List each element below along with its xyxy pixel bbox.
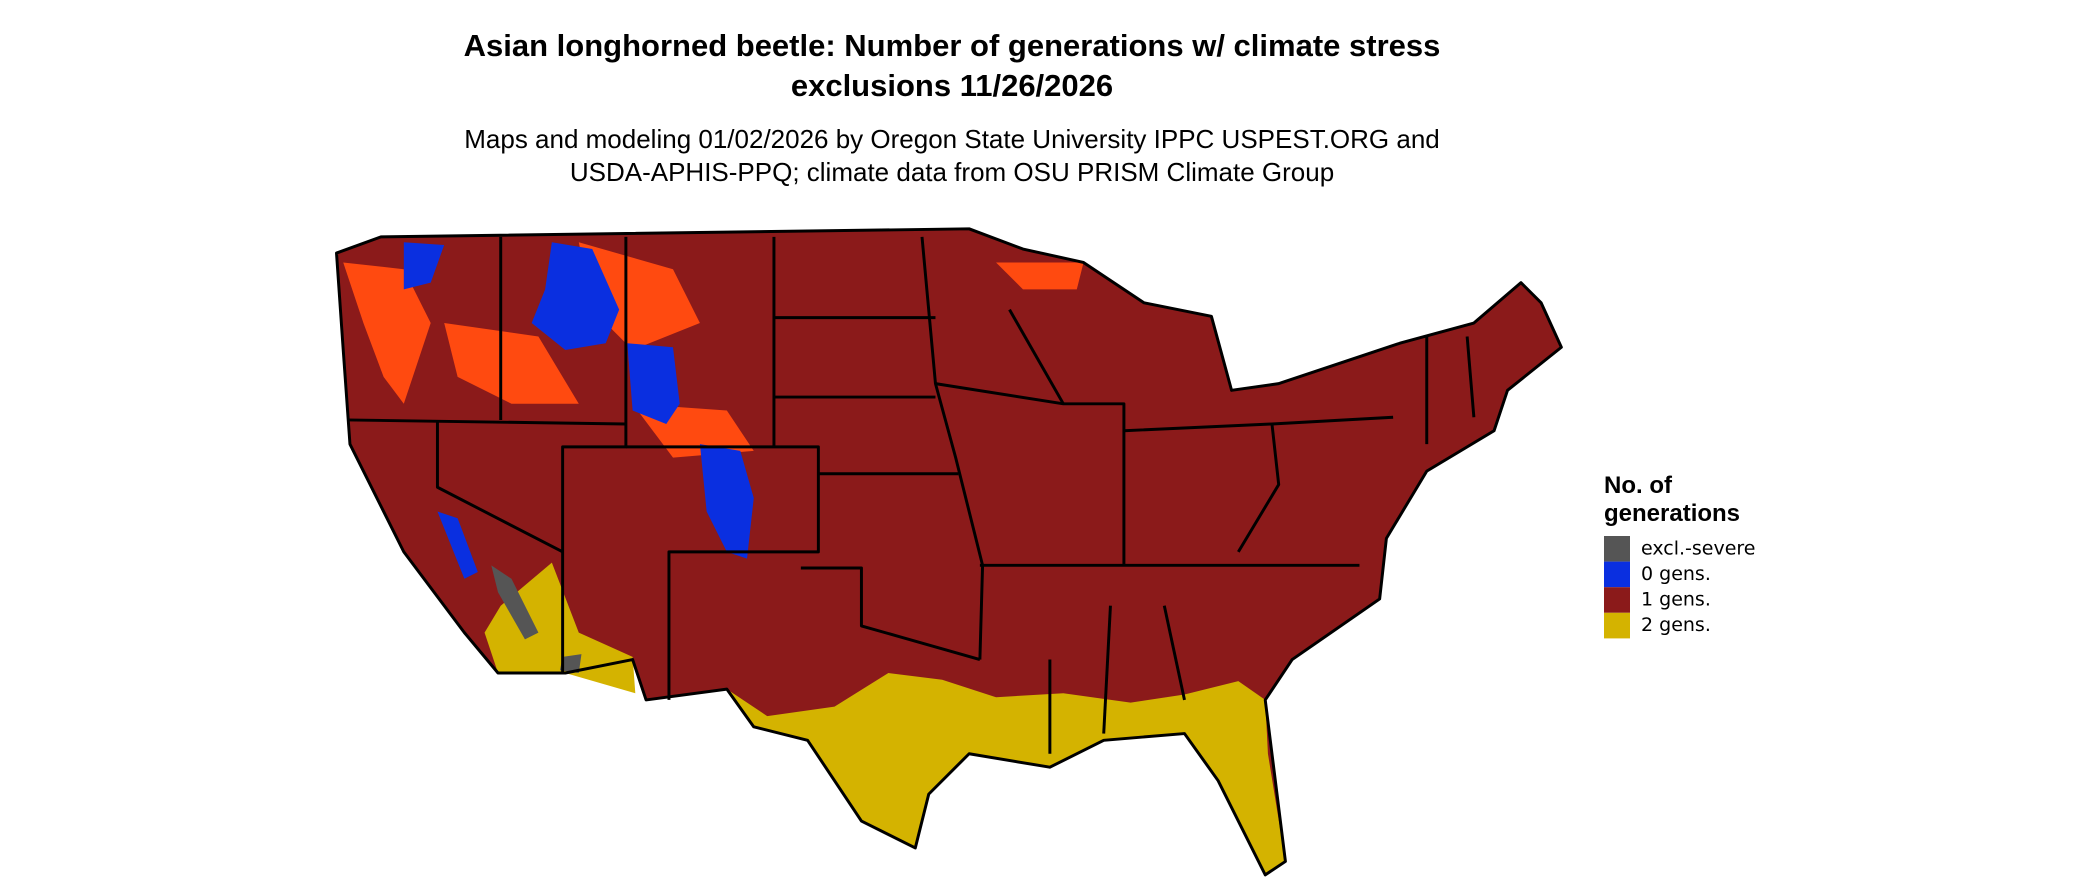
region-2gen	[484, 562, 636, 694]
legend-swatch	[1604, 587, 1630, 613]
region-excluded	[491, 565, 539, 640]
legend-label: 1 gens.	[1641, 589, 1711, 611]
region-0gen	[699, 444, 754, 559]
legend: excl.-severe 0 gens. 1 gens. 2 gens.	[1604, 536, 1756, 639]
region-2gen	[726, 673, 1286, 875]
legend-title: No. of	[1604, 472, 1673, 499]
subtitle-line: Maps and modeling 01/02/2026 by Oregon S…	[464, 124, 1440, 154]
us-outline	[335, 227, 1563, 877]
legend-swatch	[1604, 612, 1630, 639]
region-0gen	[627, 343, 680, 424]
legend-label: excl.-severe	[1641, 537, 1756, 559]
legend-label: 2 gens.	[1641, 614, 1711, 636]
legend-label: 0 gens.	[1641, 563, 1711, 585]
subtitle-line: USDA-APHIS-PPQ; climate data from OSU PR…	[570, 157, 1334, 187]
legend-swatch	[1604, 561, 1630, 588]
region-margin	[444, 323, 579, 404]
region-0gen	[437, 511, 478, 579]
legend-swatch	[1604, 536, 1630, 562]
legend-title: generations	[1604, 500, 1740, 527]
state-borders	[347, 236, 1476, 754]
title-line: Asian longhorned beetle: Number of gener…	[464, 28, 1441, 63]
region-margin	[343, 262, 431, 404]
region-excluded	[559, 654, 582, 673]
region-0gen	[403, 242, 445, 290]
title-line: exclusions 11/26/2026	[791, 68, 1113, 103]
map	[335, 227, 1563, 877]
region-margin	[996, 262, 1084, 290]
region-0gen	[531, 242, 620, 350]
